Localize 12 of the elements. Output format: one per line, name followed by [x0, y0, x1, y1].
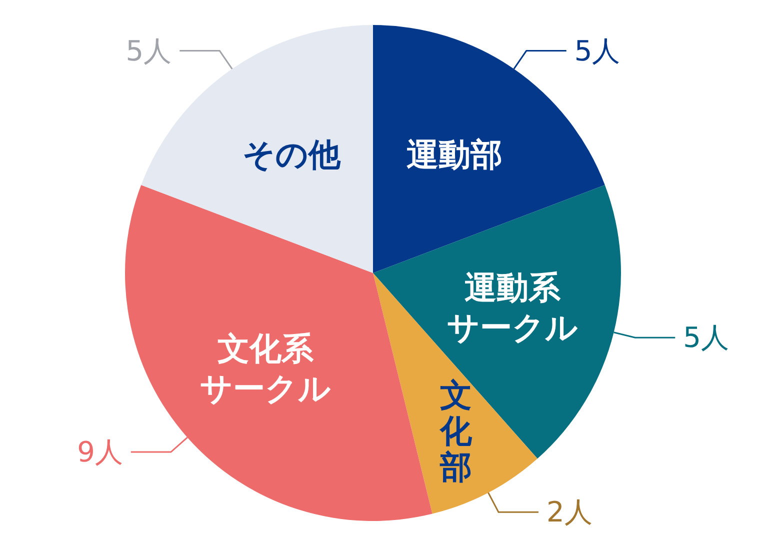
data-label: 2人: [546, 496, 592, 529]
data-label: 9人: [77, 436, 123, 469]
slice-label: その他: [242, 136, 342, 174]
data-label: 5人: [126, 34, 172, 68]
data-label: 5人: [574, 34, 620, 68]
slice-label: 運動部: [406, 136, 503, 174]
data-label: 5人: [683, 321, 729, 354]
pie-slice: [125, 185, 432, 521]
slice-label: 文化部: [438, 376, 473, 486]
slice-label: 運動系サークル: [447, 268, 578, 346]
pie-slice: [141, 25, 373, 273]
slice-label: 文化系サークル: [200, 329, 331, 408]
